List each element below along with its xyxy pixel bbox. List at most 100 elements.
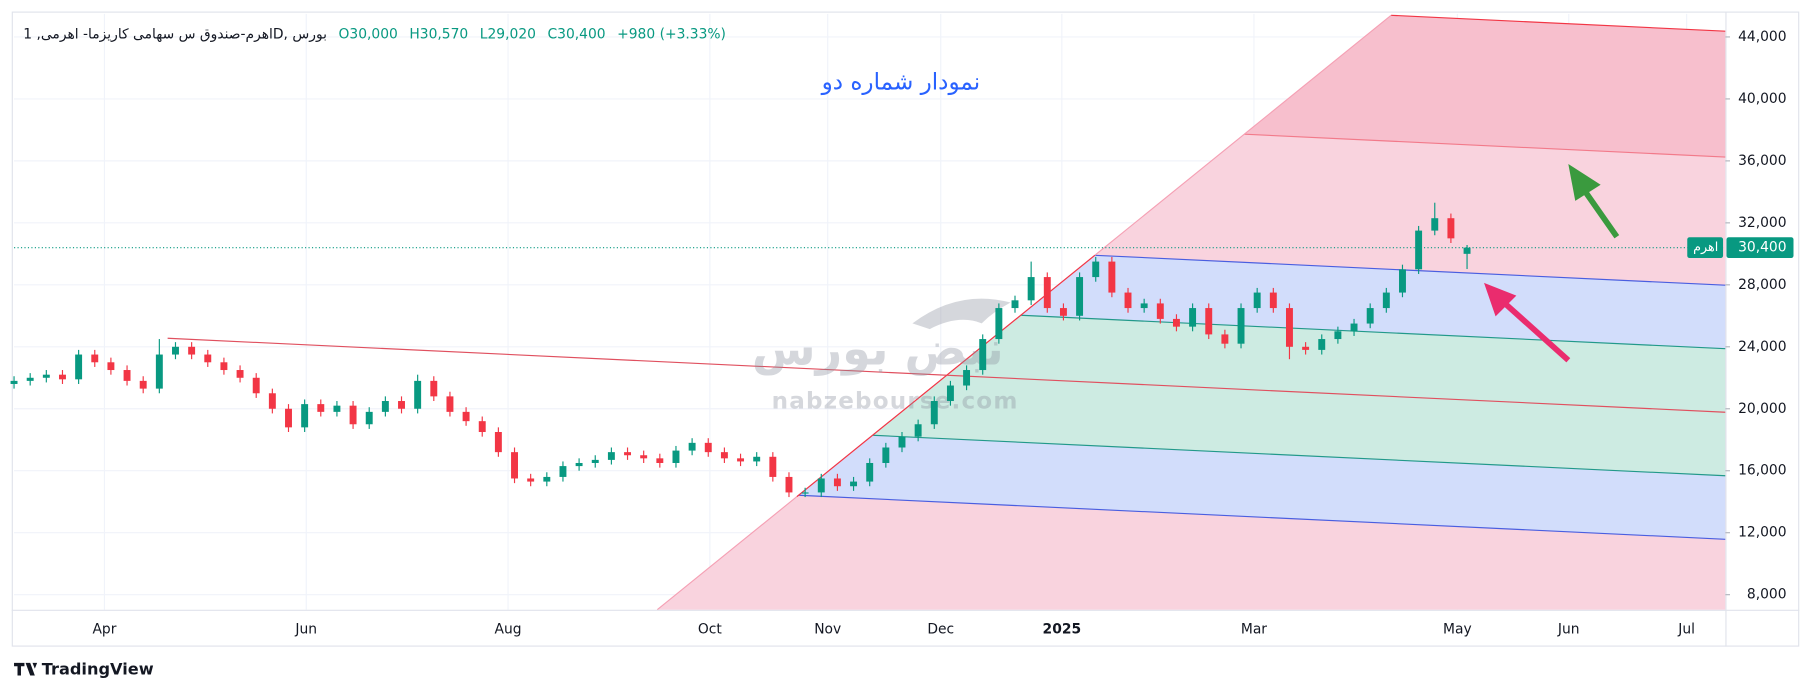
- candle-body: [737, 458, 745, 462]
- x-tick-label: Jun: [294, 621, 317, 637]
- y-tick-label: 36,000: [1738, 153, 1786, 169]
- watermark-bull: [912, 298, 1011, 330]
- candle-body: [123, 370, 131, 381]
- candle-body: [624, 452, 631, 456]
- green-arrow-head: [1568, 163, 1601, 201]
- y-tick-label: 32,000: [1738, 215, 1786, 231]
- ohlc-high: H30,570: [409, 27, 468, 43]
- channel-line: [798, 494, 1726, 540]
- candle-body: [446, 396, 454, 412]
- candle-body: [833, 478, 841, 487]
- candle-body: [559, 466, 567, 477]
- channel-line: [1094, 254, 1726, 286]
- candle-body: [1189, 308, 1197, 327]
- x-tick-label: May: [1443, 621, 1472, 637]
- pink-arrow-shaft: [1499, 298, 1571, 363]
- y-tick-label: 44,000: [1738, 29, 1786, 45]
- candle-body: [1156, 303, 1164, 319]
- candle-body: [769, 456, 777, 477]
- candle-body: [204, 354, 212, 363]
- candle-body: [59, 374, 66, 380]
- candle-body: [478, 421, 486, 433]
- blue-band: [1020, 255, 1726, 349]
- x-tick-label: Mar: [1241, 621, 1267, 637]
- candle-body: [704, 442, 712, 453]
- x-tick-label: Dec: [927, 621, 954, 637]
- candle-body: [1269, 292, 1277, 309]
- candle-body: [1092, 261, 1100, 278]
- arrows: [1484, 163, 1620, 363]
- candle-body: [139, 380, 147, 389]
- candle-body: [575, 462, 583, 467]
- ohlc-low: L29,020: [480, 27, 536, 43]
- candle-body: [688, 442, 696, 451]
- candle-body: [720, 452, 728, 459]
- watermark-url: nabzebourse.com: [772, 388, 1019, 414]
- candle-body: [398, 401, 405, 409]
- candle-body: [1124, 292, 1132, 309]
- candle-body: [640, 455, 648, 459]
- frame: [11, 11, 1800, 647]
- y-tick-label: 8,000: [1747, 587, 1787, 603]
- candle-body: [979, 339, 987, 371]
- candle-body: [898, 436, 906, 448]
- candle-body: [333, 405, 341, 412]
- x-tick-label: Jul: [1677, 621, 1695, 637]
- candle-body: [1366, 308, 1374, 324]
- candle-body: [349, 405, 357, 425]
- y-tick-label: 40,000: [1738, 91, 1786, 107]
- header: اهرم-صندوق س سهامی کاریزما- اهرمی, 1D, ب…: [23, 27, 726, 43]
- candle-body: [220, 362, 228, 371]
- channel-line: [872, 434, 1726, 477]
- candle-body: [42, 374, 50, 378]
- candle-body: [1172, 318, 1180, 327]
- candle-body: [26, 377, 34, 381]
- candle-body: [672, 450, 680, 463]
- candle-body: [1463, 247, 1471, 254]
- candle-body: [995, 308, 1003, 340]
- candle-body: [365, 411, 373, 425]
- candle-body: [656, 458, 664, 463]
- watermark-text: نبض بورس: [752, 322, 1004, 377]
- candle-body: [963, 370, 971, 386]
- channel-line: [1391, 14, 1726, 32]
- green-band: [872, 315, 1726, 476]
- ohlc-open: O30,000: [338, 27, 397, 43]
- candle-body: [236, 370, 244, 378]
- ohlc-close: C30,400: [547, 27, 605, 43]
- candle-body: [1205, 308, 1213, 335]
- x-tick-label: Oct: [698, 621, 723, 637]
- candle-body: [1334, 331, 1342, 340]
- candle-body: [1059, 308, 1067, 316]
- candle-body: [511, 452, 518, 479]
- candle-body: [882, 447, 890, 463]
- candle-body: [1237, 308, 1245, 344]
- y-tick-label: 28,000: [1738, 277, 1786, 293]
- candle-body: [1399, 269, 1406, 293]
- candle-body: [188, 346, 196, 355]
- candle-body: [1011, 300, 1019, 309]
- candle-body: [1076, 277, 1084, 316]
- candle-body: [543, 476, 551, 482]
- chart-title: نمودار شماره دو: [821, 70, 981, 96]
- candle-body: [462, 411, 470, 422]
- candle-body: [914, 424, 922, 437]
- candle-body: [252, 377, 260, 394]
- candle-body: [107, 362, 115, 371]
- symbol: اهرم-صندوق س سهامی کاریزما- اهرمی, 1D, ب…: [23, 27, 327, 43]
- candle-body: [301, 404, 309, 428]
- symbol-tag: اهرم: [1693, 239, 1718, 255]
- candle-body: [10, 380, 18, 384]
- channel-line: [1244, 133, 1726, 158]
- symbol-tag-box: [1687, 237, 1724, 259]
- candle-body: [1382, 292, 1390, 309]
- x-tick-label: Apr: [92, 621, 116, 637]
- candle-body: [268, 393, 276, 409]
- candle-body: [1285, 308, 1293, 347]
- candle-body: [381, 401, 389, 412]
- candle-body: [1108, 261, 1116, 293]
- brand: TradingView: [42, 659, 154, 678]
- candle-body: [285, 408, 292, 428]
- y-tick-label: 12,000: [1738, 525, 1786, 541]
